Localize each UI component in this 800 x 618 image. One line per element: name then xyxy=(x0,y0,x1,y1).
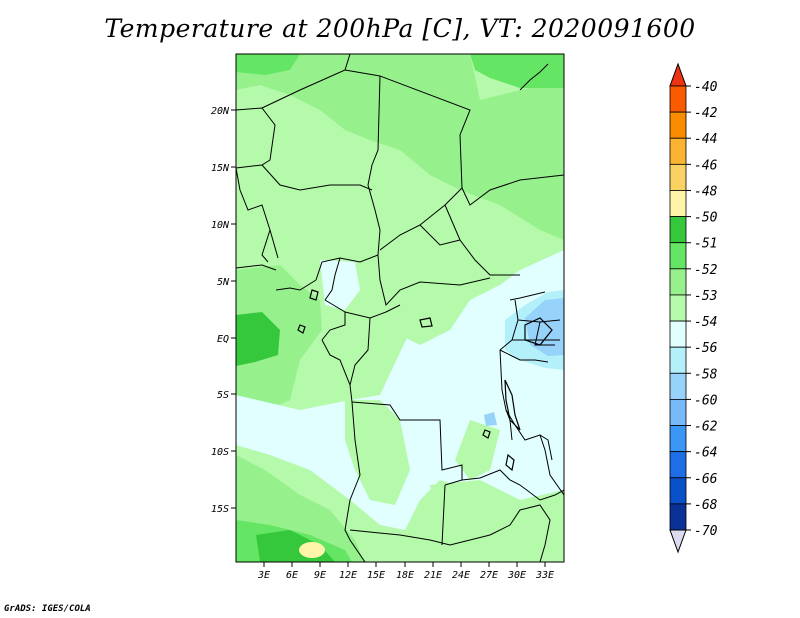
colorbar-label: -64 xyxy=(694,446,717,461)
colorbar-swatch xyxy=(669,451,687,479)
colorbar-label: -70 xyxy=(694,524,718,539)
colorbar-swatch xyxy=(669,425,687,453)
colorbar-label: -66 xyxy=(694,472,718,487)
colorbar-swatch xyxy=(669,346,687,374)
colorbar-swatch xyxy=(669,268,687,296)
colorbar-label: -68 xyxy=(694,498,718,513)
colorbar-swatch xyxy=(669,111,687,139)
latitude-axis: 20N 15N 10N 5N EQ 5S 10S 15S xyxy=(211,106,236,515)
colorbar-swatch xyxy=(669,85,687,113)
lon-label: 27E xyxy=(480,570,498,581)
colorbar-label: -62 xyxy=(694,420,718,435)
lon-label: 3E xyxy=(257,570,270,581)
colorbar-swatch xyxy=(669,137,687,165)
colorbar-swatch xyxy=(669,372,687,400)
colorbar-bottom-arrow xyxy=(669,529,687,554)
map-title: Temperature at 200hPa [C], VT: 202009160… xyxy=(104,14,696,43)
colorbar-swatch xyxy=(669,242,687,270)
colorbar-swatch xyxy=(669,190,687,217)
lat-label: 10N xyxy=(211,220,230,231)
colorbar-label: -52 xyxy=(694,263,718,278)
colorbar-label: -48 xyxy=(694,184,718,199)
lakes xyxy=(297,289,553,472)
colorbar-label: -46 xyxy=(694,158,718,173)
lon-label: 21E xyxy=(424,570,442,581)
map-frame xyxy=(235,53,565,563)
colorbar-swatch xyxy=(669,399,687,426)
colorbar: -40 -42 -44 -46 -48 -50 -51 -52 -53 -54 -56 -58 -60 -… xyxy=(669,62,718,554)
colorbar-label: -58 xyxy=(694,367,718,382)
colorbar-label: -51 xyxy=(694,237,717,252)
lat-label: 15N xyxy=(211,163,230,174)
colorbar-label: -54 xyxy=(694,315,717,330)
longitude-axis: 3E 6E 9E 12E 15E 18E 21E 24E 27E 30E 33E xyxy=(257,562,554,581)
colorbar-label: -50 xyxy=(694,211,718,226)
lon-label: 12E xyxy=(339,570,357,581)
lon-label: 24E xyxy=(452,570,470,581)
colorbar-label: -40 xyxy=(694,80,718,95)
colorbar-swatch xyxy=(669,163,687,191)
lon-label: 15E xyxy=(367,570,385,581)
colorbar-label: -42 xyxy=(694,106,718,121)
lat-label: 5S xyxy=(217,390,229,401)
grads-credit: GrADS: IGES/COLA xyxy=(4,604,91,614)
map-borders xyxy=(236,54,564,562)
temperature-field xyxy=(236,54,564,562)
colorbar-label: -56 xyxy=(694,341,718,356)
colorbar-label: -53 xyxy=(694,289,717,304)
colorbar-swatch xyxy=(669,320,687,348)
colorbar-swatch xyxy=(669,216,687,244)
lon-label: 33E xyxy=(535,570,554,581)
colorbar-top-arrow xyxy=(669,62,687,87)
lon-label: 18E xyxy=(396,570,414,581)
lat-label: 5N xyxy=(217,277,230,288)
colorbar-swatch xyxy=(669,503,687,531)
lon-label: 6E xyxy=(286,570,298,581)
lon-label: 30E xyxy=(507,570,526,581)
lat-label: 15S xyxy=(211,504,229,515)
colorbar-swatch xyxy=(669,294,687,322)
lat-label: 20N xyxy=(211,106,230,117)
lon-label: 9E xyxy=(314,570,326,581)
colorbar-label: -60 xyxy=(694,393,718,408)
lat-label: 10S xyxy=(211,447,229,458)
colorbar-label: -44 xyxy=(694,132,717,147)
lat-label: EQ xyxy=(217,334,229,345)
colorbar-swatch xyxy=(669,477,687,505)
